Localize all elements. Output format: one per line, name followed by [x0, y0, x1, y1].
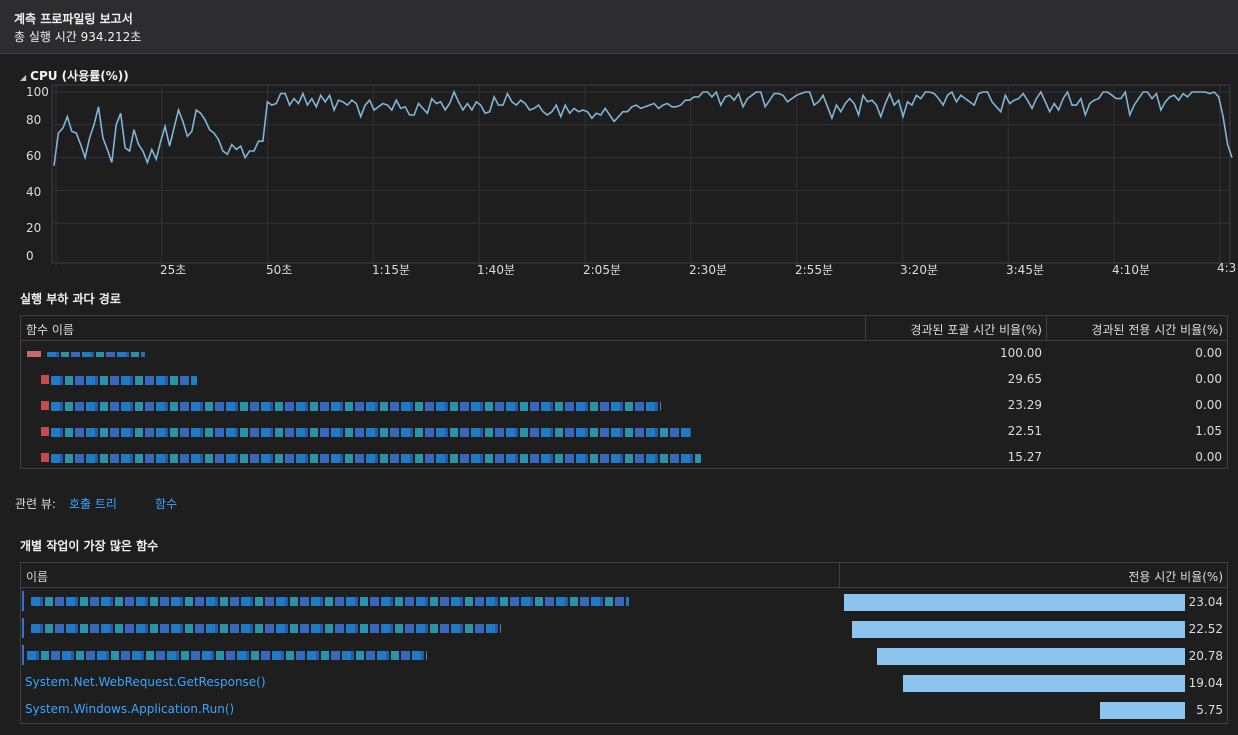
y-tick-label: 60	[26, 149, 42, 163]
report-header: 계측 프로파일링 보고서 총 실행 시간 934.212초	[0, 0, 1238, 54]
hot-path-row[interactable]: 29.65 0.00	[21, 367, 1227, 393]
exclusive-percent: 23.04	[1188, 595, 1223, 609]
hot-path-flame-icon	[41, 375, 49, 384]
inclusive-percent: 22.51	[1007, 424, 1042, 438]
row-marker	[22, 591, 24, 611]
collapse-triangle-icon: ◢	[20, 73, 27, 82]
y-tick-label: 0	[26, 249, 34, 263]
hot-path-row[interactable]: 15.27 0.00	[21, 445, 1227, 471]
y-tick-label: 40	[26, 185, 42, 199]
inclusive-percent: 29.65	[1007, 372, 1042, 386]
x-tick-label: 2:05분	[583, 263, 621, 277]
redacted-function-name	[51, 402, 661, 411]
column-header-name[interactable]: 이름	[26, 570, 49, 584]
function-row[interactable]: 23.04	[21, 588, 1227, 614]
related-views-label: 관련 뷰:	[15, 497, 56, 511]
hot-path-title: 실행 부하 과다 경로	[20, 292, 121, 306]
hot-path-flame-icon	[41, 401, 49, 410]
hot-path-row[interactable]: 22.51 1.05	[21, 419, 1227, 445]
x-tick-label: 4:3	[1217, 261, 1237, 275]
cpu-usage-line	[53, 89, 1233, 166]
exclusive-time-bar	[903, 675, 1185, 692]
inclusive-percent: 15.27	[1007, 450, 1042, 464]
redacted-function-name	[47, 352, 145, 357]
y-tick-label: 80	[26, 113, 42, 127]
column-header-exclusive[interactable]: 경과된 전용 시간 비율(%)	[1091, 323, 1223, 337]
exclusive-percent: 19.04	[1188, 676, 1223, 690]
function-row[interactable]: System.Windows.Application.Run() 5.75	[21, 696, 1227, 722]
column-header-exclusive[interactable]: 전용 시간 비율(%)	[1128, 570, 1223, 584]
chart-frame	[51, 84, 1231, 264]
cpu-usage-chart	[51, 84, 1233, 267]
y-tick-label: 20	[26, 221, 42, 235]
inclusive-percent: 100.00	[1000, 346, 1042, 360]
hot-path-flame-icon	[41, 427, 49, 436]
x-tick-label: 3:45분	[1006, 263, 1044, 277]
column-separator[interactable]	[1046, 316, 1047, 340]
exclusive-time-bar	[1099, 702, 1185, 719]
column-separator[interactable]	[839, 563, 840, 587]
exclusive-percent: 0.00	[1195, 450, 1222, 464]
hot-path-row[interactable]: 23.29 0.00	[21, 393, 1227, 419]
functions-link[interactable]: 함수	[155, 497, 178, 511]
x-tick-label: 1:40분	[477, 263, 515, 277]
exclusive-time-bar	[844, 594, 1185, 611]
row-marker	[22, 645, 24, 665]
x-tick-label: 3:20분	[900, 263, 938, 277]
total-runtime: 총 실행 시간 934.212초	[14, 30, 142, 44]
functions-header: 이름 전용 시간 비율(%)	[21, 563, 1227, 588]
cpu-section-toggle[interactable]: ◢ CPU (사용률(%))	[20, 67, 129, 84]
column-separator[interactable]	[865, 316, 866, 340]
column-header-inclusive[interactable]: 경과된 포괄 시간 비율(%)	[910, 323, 1042, 337]
x-tick-label: 2:30분	[689, 263, 727, 277]
call-tree-link[interactable]: 호출 트리	[69, 497, 117, 511]
cpu-chart-label: CPU (사용률(%))	[30, 69, 129, 83]
redacted-function-name	[51, 428, 691, 437]
function-name-link[interactable]: System.Net.WebRequest.GetResponse()	[25, 675, 266, 689]
exclusive-time-bar	[877, 648, 1185, 665]
hot-path-header: 함수 이름 경과된 포괄 시간 비율(%) 경과된 전용 시간 비율(%)	[21, 316, 1227, 341]
hot-path-flame-icon	[41, 453, 49, 462]
y-tick-label: 100	[26, 85, 49, 99]
redacted-function-name	[31, 624, 501, 633]
report-title: 계측 프로파일링 보고서	[14, 12, 133, 26]
function-row[interactable]: System.Net.WebRequest.GetResponse() 19.0…	[21, 669, 1227, 695]
hot-path-flame-icon	[27, 351, 41, 357]
exclusive-time-bar	[851, 621, 1185, 638]
x-tick-label: 1:15분	[372, 263, 410, 277]
functions-table: 이름 전용 시간 비율(%) 23.04 22.52 20.78 System.…	[20, 562, 1228, 724]
x-tick-label: 25초	[160, 263, 187, 277]
function-row[interactable]: 22.52	[21, 615, 1227, 641]
function-row[interactable]: 20.78	[21, 642, 1227, 668]
row-marker	[22, 618, 24, 638]
x-tick-label: 50초	[266, 263, 293, 277]
hot-path-table: 함수 이름 경과된 포괄 시간 비율(%) 경과된 전용 시간 비율(%) 10…	[20, 315, 1228, 469]
functions-section-title: 개별 작업이 가장 많은 함수	[20, 539, 159, 553]
redacted-function-name	[51, 376, 197, 385]
exclusive-percent: 0.00	[1195, 346, 1222, 360]
function-name-link[interactable]: System.Windows.Application.Run()	[25, 702, 235, 716]
redacted-function-name	[51, 454, 701, 463]
exclusive-percent: 0.00	[1195, 372, 1222, 386]
exclusive-percent: 0.00	[1195, 398, 1222, 412]
hot-path-row[interactable]: 100.00 0.00	[21, 341, 1227, 367]
exclusive-percent: 20.78	[1188, 649, 1223, 663]
exclusive-percent: 1.05	[1195, 424, 1222, 438]
x-tick-label: 4:10분	[1112, 263, 1150, 277]
column-header-function-name[interactable]: 함수 이름	[26, 323, 74, 337]
exclusive-percent: 22.52	[1188, 622, 1223, 636]
redacted-function-name	[31, 597, 629, 606]
exclusive-percent: 5.75	[1196, 703, 1223, 717]
redacted-function-name	[27, 651, 427, 660]
inclusive-percent: 23.29	[1007, 398, 1042, 412]
x-tick-label: 2:55분	[795, 263, 833, 277]
